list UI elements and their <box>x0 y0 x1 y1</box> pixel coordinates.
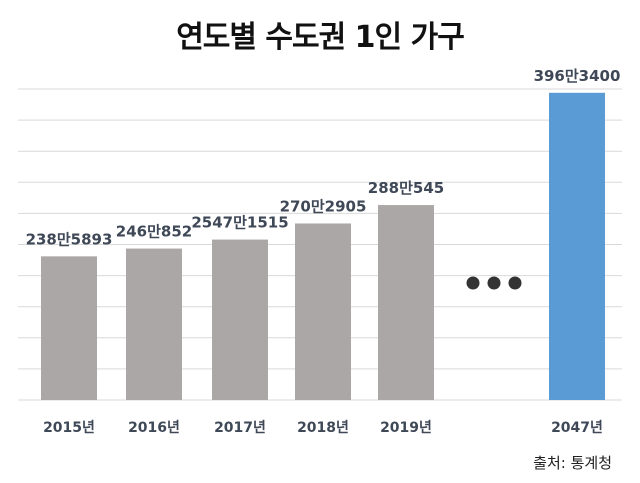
source-note: 출처: 통계청 <box>533 454 612 472</box>
bar-2017년 <box>212 239 268 400</box>
data-label: 396만3400 <box>534 67 621 85</box>
x-tick-label: 2019년 <box>380 420 432 436</box>
bar-2015년 <box>41 256 97 400</box>
bar-2019년 <box>378 205 434 400</box>
bar-2018년 <box>295 223 351 400</box>
gap-dot <box>466 276 480 290</box>
gap-marker <box>466 276 522 290</box>
data-label: 2547만1515 <box>191 214 288 232</box>
data-label: 246만852 <box>116 223 192 241</box>
x-tick-label: 2017년 <box>214 420 266 436</box>
x-tick-label: 2015년 <box>43 420 95 436</box>
x-tick-label: 2018년 <box>297 420 349 436</box>
data-label: 288만545 <box>368 179 444 197</box>
gap-dot <box>487 276 501 290</box>
data-label: 270만2905 <box>280 197 367 215</box>
x-tick-labels: 2015년 2016년 2017년 2018년 2019년 2047년 <box>43 420 603 436</box>
chart-title: 연도별 수도권 1인 가구 <box>176 20 465 55</box>
x-tick-label: 2016년 <box>128 420 180 436</box>
bar-2016년 <box>126 248 182 400</box>
x-tick-label: 2047년 <box>551 420 603 436</box>
bar-2047년 <box>549 92 605 401</box>
data-label: 238만5893 <box>26 230 113 248</box>
bars <box>41 92 605 401</box>
gap-dot <box>508 276 522 290</box>
